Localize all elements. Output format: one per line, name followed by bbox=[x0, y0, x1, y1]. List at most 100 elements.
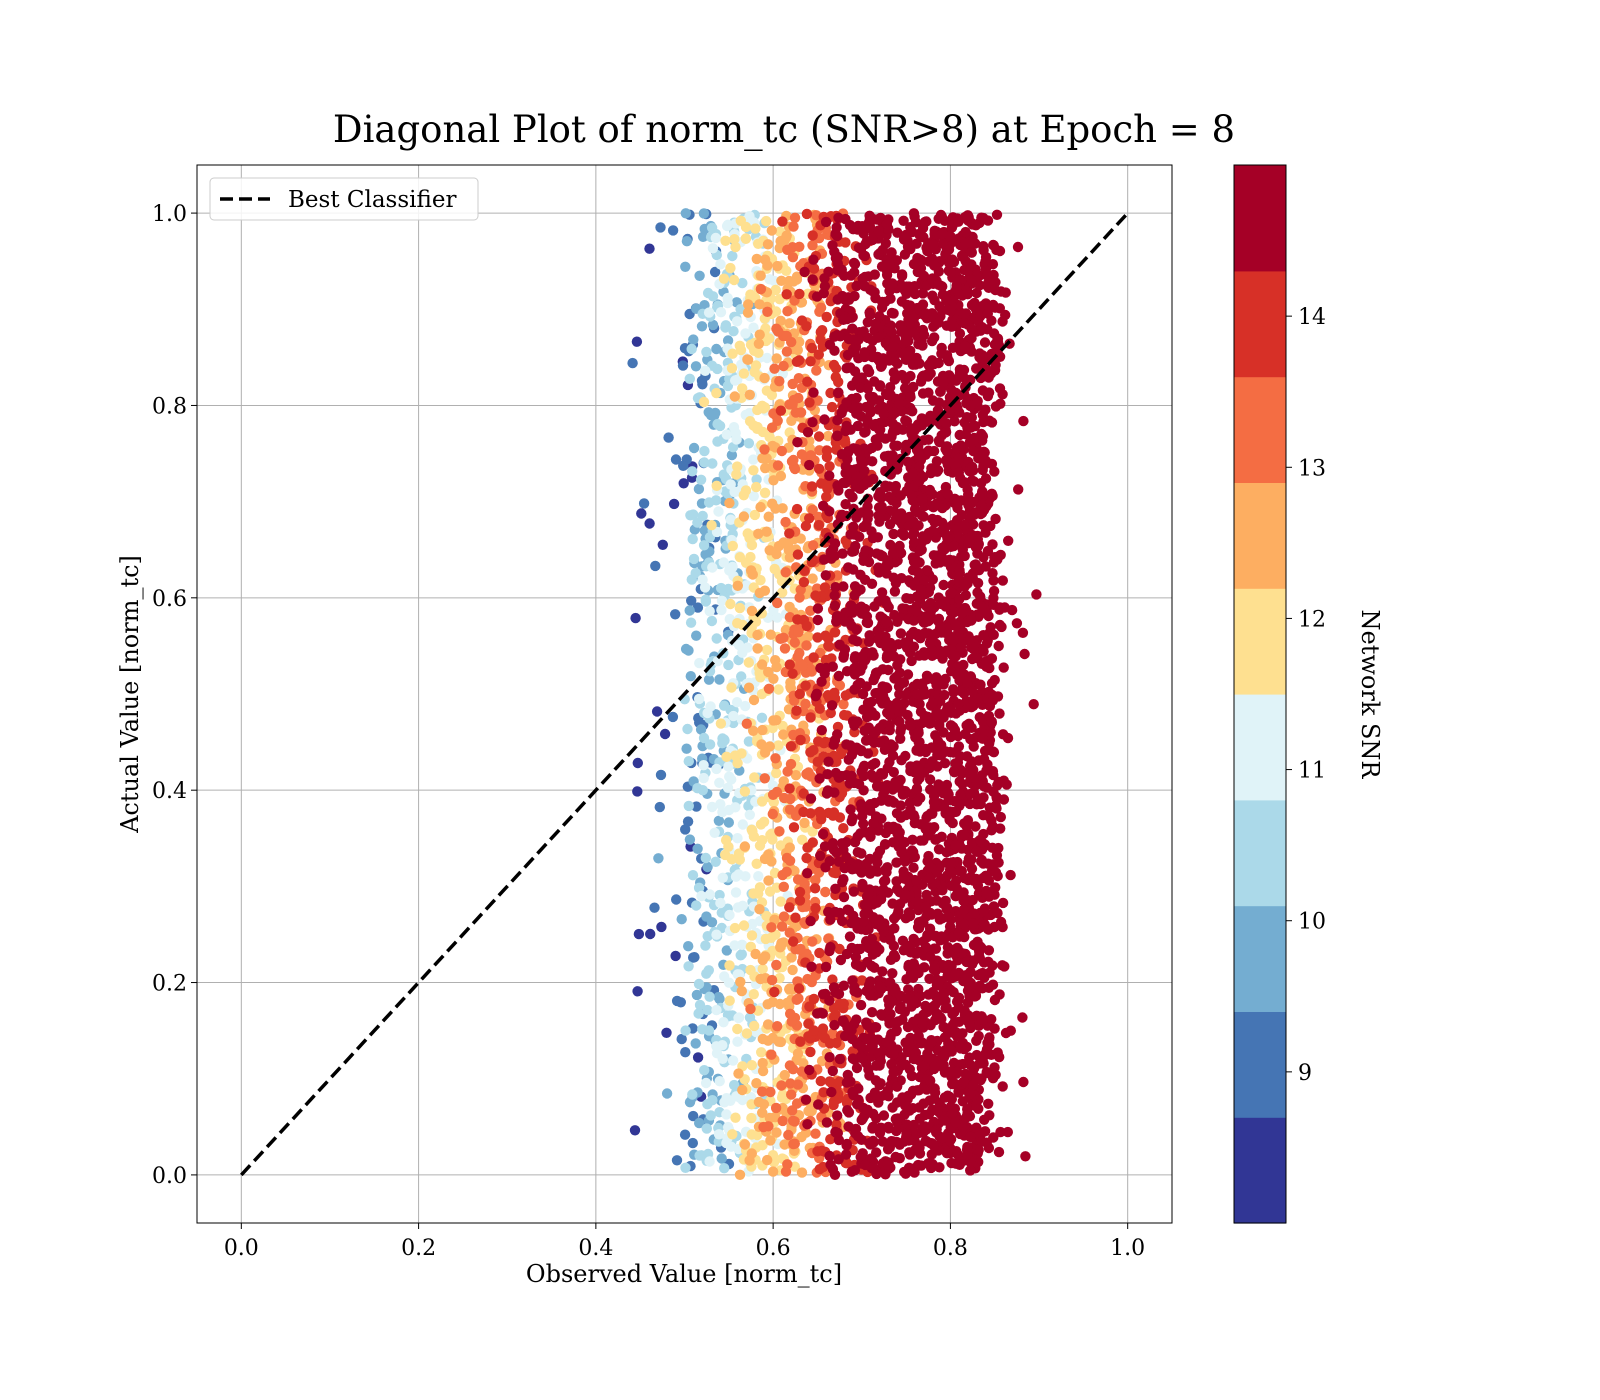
scatter-point bbox=[631, 336, 643, 347]
scatter-point bbox=[851, 1099, 863, 1110]
scatter-point bbox=[671, 894, 682, 905]
scatter-point bbox=[876, 587, 888, 598]
scatter-point bbox=[742, 354, 754, 365]
scatter-point bbox=[995, 811, 1006, 823]
scatter-point bbox=[819, 582, 831, 593]
scatter-point bbox=[777, 1089, 789, 1100]
scatter-point bbox=[752, 643, 763, 654]
scatter-point bbox=[933, 550, 944, 561]
scatter-point bbox=[925, 1037, 937, 1048]
scatter-point bbox=[811, 291, 823, 302]
scatter-point bbox=[892, 440, 903, 451]
scatter-point bbox=[976, 488, 988, 499]
scatter-point bbox=[986, 815, 997, 826]
scatter-point bbox=[759, 444, 770, 455]
scatter-point bbox=[817, 1023, 829, 1034]
scatter-point bbox=[711, 633, 722, 644]
scatter-point bbox=[757, 954, 768, 966]
scatter-point bbox=[859, 281, 870, 292]
scatter-point bbox=[782, 766, 793, 777]
scatter-point bbox=[798, 576, 810, 588]
scatter-point bbox=[946, 321, 957, 332]
scatter-point bbox=[727, 1129, 738, 1140]
scatter-point bbox=[771, 548, 782, 560]
scatter-point bbox=[711, 1041, 722, 1052]
scatter-point bbox=[867, 351, 878, 363]
scatter-point bbox=[940, 426, 952, 438]
scatter-point bbox=[926, 742, 937, 753]
scatter-point bbox=[825, 914, 836, 925]
scatter-point bbox=[759, 487, 771, 498]
scatter-point bbox=[630, 612, 641, 624]
scatter-point bbox=[769, 563, 780, 575]
scatter-point bbox=[977, 350, 988, 361]
scatter-point bbox=[802, 427, 814, 438]
scatter-point bbox=[787, 1115, 799, 1127]
scatter-point bbox=[980, 404, 991, 415]
scatter-point bbox=[699, 1065, 710, 1076]
scatter-point bbox=[833, 1154, 844, 1165]
scatter-point bbox=[770, 753, 781, 764]
scatter-point bbox=[878, 1110, 890, 1121]
scatter-point bbox=[700, 365, 711, 376]
scatter-point bbox=[896, 845, 907, 856]
scatter-point bbox=[632, 757, 643, 769]
scatter-point bbox=[946, 588, 958, 599]
scatter-point bbox=[986, 488, 997, 499]
scatter-point bbox=[862, 317, 873, 328]
scatter-point bbox=[780, 516, 791, 528]
scatter-point bbox=[991, 209, 1003, 220]
scatter-point bbox=[813, 519, 825, 531]
scatter-point bbox=[980, 473, 992, 484]
scatter-point bbox=[890, 373, 901, 384]
scatter-point bbox=[704, 606, 715, 617]
scatter-point bbox=[773, 326, 784, 337]
scatter-point bbox=[983, 1142, 995, 1154]
scatter-point bbox=[865, 1032, 877, 1043]
scatter-point bbox=[881, 682, 892, 693]
scatter-point bbox=[966, 837, 978, 849]
scatter-point bbox=[927, 808, 938, 819]
scatter-point bbox=[850, 951, 862, 963]
scatter-point bbox=[924, 637, 936, 649]
scatter-point bbox=[713, 815, 725, 826]
scatter-point bbox=[786, 952, 797, 963]
scatter-point bbox=[744, 407, 755, 419]
scatter-point bbox=[855, 584, 866, 595]
scatter-point bbox=[755, 270, 766, 281]
scatter-point bbox=[887, 750, 899, 761]
scatter-point bbox=[730, 802, 741, 813]
scatter-point bbox=[713, 506, 724, 517]
scatter-point bbox=[715, 799, 726, 810]
scatter-point bbox=[838, 891, 850, 903]
scatter-point bbox=[967, 1080, 979, 1091]
scatter-point bbox=[852, 636, 863, 647]
scatter-point bbox=[907, 327, 919, 338]
scatter-point bbox=[989, 994, 1001, 1006]
scatter-point bbox=[887, 898, 898, 909]
scatter-point bbox=[794, 895, 806, 906]
scatter-point bbox=[716, 604, 727, 616]
scatter-point bbox=[754, 904, 765, 915]
scatter-point bbox=[879, 865, 891, 876]
scatter-point bbox=[632, 986, 643, 997]
scatter-point bbox=[732, 461, 743, 472]
scatter-point bbox=[908, 958, 919, 969]
scatter-point bbox=[873, 596, 884, 607]
scatter-point bbox=[775, 405, 787, 416]
scatter-point bbox=[721, 429, 732, 440]
scatter-point bbox=[818, 1087, 829, 1098]
scatter-point bbox=[890, 1151, 901, 1163]
scatter-point bbox=[953, 467, 964, 478]
scatter-point bbox=[756, 659, 768, 670]
scatter-point bbox=[966, 412, 977, 423]
scatter-point bbox=[785, 1008, 796, 1019]
scatter-point bbox=[829, 906, 841, 918]
scatter-point bbox=[705, 701, 716, 712]
scatter-point bbox=[730, 887, 742, 898]
scatter-point bbox=[683, 756, 694, 767]
scatter-point bbox=[838, 874, 849, 885]
scatter-point bbox=[905, 629, 916, 641]
scatter-point bbox=[792, 1048, 804, 1059]
scatter-point bbox=[797, 660, 808, 672]
